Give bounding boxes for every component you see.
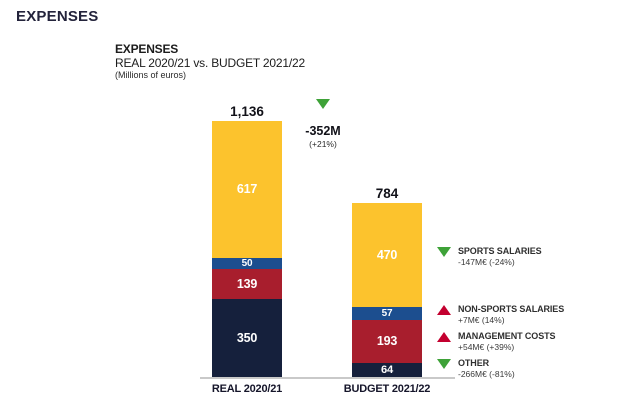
legend-label: NON-SPORTS SALARIES xyxy=(458,304,565,314)
decrease-triangle-icon xyxy=(437,247,451,257)
decrease-triangle-icon xyxy=(316,99,330,109)
bar-segment-value: 350 xyxy=(236,331,258,346)
legend-label: MANAGEMENT COSTS xyxy=(458,331,556,341)
legend-label: OTHER xyxy=(458,358,490,368)
total-delta-percent: (+21%) xyxy=(309,139,337,149)
bar-segment-value: 470 xyxy=(376,248,398,263)
chart-unit-note: (Millions of euros) xyxy=(115,70,187,80)
x-axis-label-budget: BUDGET 2021/22 xyxy=(343,383,431,395)
legend-change: +54M€ (+39%) xyxy=(458,342,515,352)
bar-segment-sports-salaries: 470 xyxy=(352,203,422,308)
increase-triangle-icon xyxy=(437,332,451,342)
bar-total-value: 1,136 xyxy=(230,103,264,119)
bar-segment-value: 617 xyxy=(236,182,258,197)
bar-segment-value: 139 xyxy=(236,277,258,292)
legend-change: -266M€ (-81%) xyxy=(458,369,515,379)
total-delta-value: -352M xyxy=(305,124,341,138)
decrease-triangle-icon xyxy=(437,359,451,369)
bar-segment-non-sports-salaries: 57 xyxy=(352,307,422,321)
bar-segment-value: 50 xyxy=(241,257,253,269)
page-title: EXPENSES xyxy=(16,8,99,25)
legend-label: SPORTS SALARIES xyxy=(458,246,542,256)
x-axis-label-real: REAL 2020/21 xyxy=(211,383,283,395)
bar-segment-other: 350 xyxy=(212,299,282,377)
x-axis-baseline xyxy=(200,377,455,379)
bar-segment-management-costs: 193 xyxy=(352,320,422,363)
bar-segment-management-costs: 139 xyxy=(212,268,282,300)
bar-segment-value: 64 xyxy=(380,363,393,376)
total-delta-annotation: -352M (+21%) xyxy=(292,96,354,149)
bar-segment-value: 193 xyxy=(376,334,398,349)
bar-segment-other: 64 xyxy=(352,362,422,377)
bar-total-value: 784 xyxy=(375,186,399,202)
bar-segment-non-sports-salaries: 50 xyxy=(212,257,282,269)
chart-subtitle: REAL 2020/21 vs. BUDGET 2021/22 xyxy=(115,56,305,70)
bar-segment-value: 57 xyxy=(381,308,393,320)
legend-change: -147M€ (-24%) xyxy=(458,257,515,267)
bar-segment-sports-salaries: 617 xyxy=(212,120,282,258)
increase-triangle-icon xyxy=(437,305,451,315)
legend-change: +7M€ (14%) xyxy=(458,315,505,325)
chart-title: EXPENSES xyxy=(115,42,179,56)
